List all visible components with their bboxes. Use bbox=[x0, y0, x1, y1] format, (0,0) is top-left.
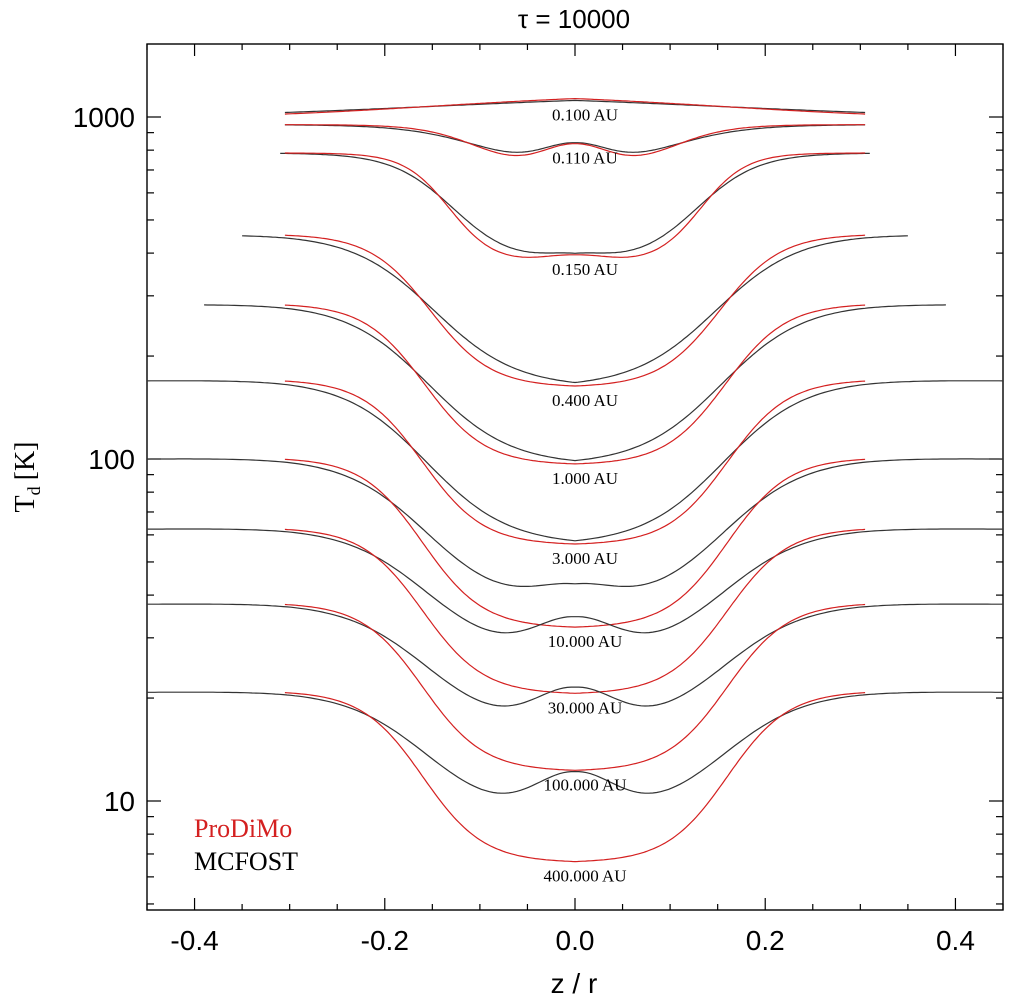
curve-mcfost-4 bbox=[204, 304, 946, 462]
curve-label: 3.000 AU bbox=[552, 549, 618, 568]
legend-prodimo: ProDiMo bbox=[194, 814, 292, 843]
legend-mcfost: MCFOST bbox=[194, 847, 298, 876]
x-tick-label: -0.2 bbox=[361, 925, 409, 956]
x-tick-label: 0.0 bbox=[556, 925, 595, 956]
chart-title: τ = 10000 bbox=[518, 4, 630, 34]
curve-prodimo-3 bbox=[284, 234, 866, 387]
y-axis-label-sub: d bbox=[24, 486, 44, 495]
y-axis-label-unit: [K] bbox=[10, 442, 41, 481]
curve-label: 0.150 AU bbox=[552, 260, 618, 279]
curve-mcfost-7 bbox=[147, 528, 1003, 634]
svg-text:Td[K]: Td [K] bbox=[10, 442, 44, 513]
curve-prodimo-2 bbox=[284, 152, 866, 258]
curve-label: 0.110 AU bbox=[552, 149, 618, 168]
curve-label: 1.000 AU bbox=[552, 469, 618, 488]
curve-prodimo-7 bbox=[284, 528, 866, 694]
curve-prodimo-4 bbox=[284, 304, 866, 465]
curve-prodimo-6 bbox=[284, 458, 866, 628]
x-tick-label: -0.4 bbox=[170, 925, 218, 956]
curve-prodimo-9 bbox=[284, 692, 866, 863]
curve-prodimo-0 bbox=[284, 97, 866, 115]
y-tick-labels: 10 100 1000 bbox=[73, 102, 135, 817]
curve-label: 0.100 AU bbox=[552, 105, 618, 124]
curve-prodimo-1 bbox=[284, 124, 866, 157]
curve-mcfost-8 bbox=[147, 603, 1003, 707]
curves bbox=[146, 97, 1004, 863]
curve-mcfost-6 bbox=[146, 458, 1004, 587]
x-tick-label: 0.2 bbox=[746, 925, 785, 956]
y-tick-label: 100 bbox=[88, 444, 135, 475]
curve-mcfost-2 bbox=[280, 152, 870, 254]
curve-mcfost-5 bbox=[146, 380, 1004, 542]
y-tick-label: 10 bbox=[104, 786, 135, 817]
y-axis-label: Td [K] bbox=[10, 442, 44, 513]
x-tick-labels: -0.4 -0.2 0.0 0.2 0.4 bbox=[170, 925, 974, 956]
curve-label: 30.000 AU bbox=[548, 698, 623, 717]
curve-mcfost-9 bbox=[147, 691, 1003, 794]
curve-labels: 0.100 AU 0.110 AU 0.150 AU 0.400 AU 1.000 AU… bbox=[543, 105, 626, 885]
curve-label: 0.400 AU bbox=[552, 391, 618, 410]
y-tick-label: 1000 bbox=[73, 102, 135, 133]
axis-ticks bbox=[146, 44, 1004, 910]
x-tick-label: 0.4 bbox=[936, 925, 975, 956]
curve-label: 10.000 AU bbox=[548, 632, 623, 651]
curve-mcfost-3 bbox=[242, 235, 908, 384]
x-axis-label: z / r bbox=[551, 968, 598, 999]
curve-prodimo-8 bbox=[284, 603, 866, 771]
curve-label: 400.000 AU bbox=[543, 867, 626, 886]
curve-mcfost-1 bbox=[284, 124, 866, 153]
curve-label: 100.000 AU bbox=[543, 775, 626, 794]
curve-prodimo-5 bbox=[284, 380, 866, 545]
y-axis-label-main: T bbox=[10, 495, 41, 512]
